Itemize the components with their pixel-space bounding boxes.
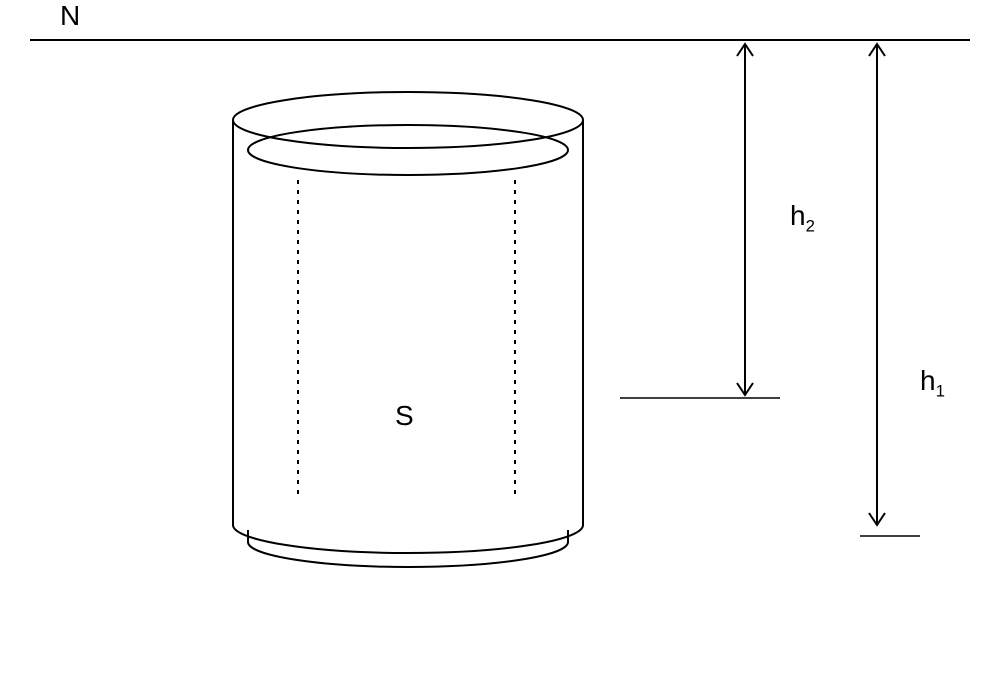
label-n: N: [60, 0, 80, 32]
cylinder-bottom-outer: [233, 525, 583, 553]
h2-base: h: [790, 200, 806, 231]
cylinder-top-inner: [248, 125, 568, 175]
h2-subscript: 2: [806, 217, 815, 236]
label-s: S: [395, 400, 414, 432]
diagram-svg: [0, 0, 994, 685]
h1-subscript: 1: [936, 382, 945, 401]
cylinder-top-outer: [233, 92, 583, 148]
diagram-container: N S h1 h2: [0, 0, 994, 685]
label-h2: h2: [790, 200, 815, 237]
h1-base: h: [920, 365, 936, 396]
label-h1: h1: [920, 365, 945, 402]
